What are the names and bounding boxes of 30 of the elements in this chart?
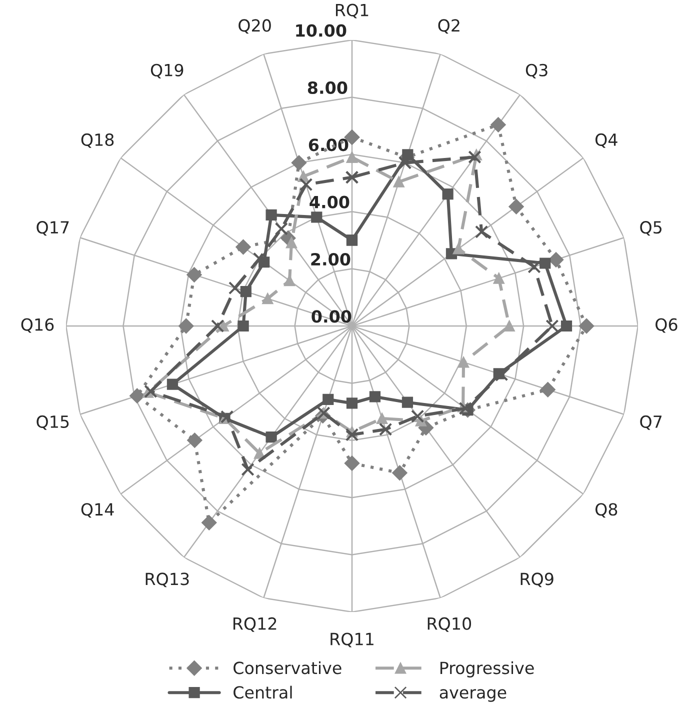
legend-label: Progressive [440,661,534,678]
spoke-label: Q20 [238,19,271,34]
spoke-label: Q16 [21,318,54,333]
y-tick-label: 4.00 [310,196,350,208]
legend-label: Conservative [234,661,342,674]
y-tick-label: 8.00 [308,81,348,94]
spoke-label: Q5 [640,221,662,236]
legend-label: Central [234,686,292,699]
spoke-label: RQ1 [336,4,368,18]
spoke-label: RQ12 [234,617,276,632]
spoke-label: Q8 [595,503,618,518]
spoke-label: Q3 [526,64,548,78]
spoke-label: Q14 [81,503,114,518]
y-tick-label: 2.00 [311,252,350,266]
spoke-label: Q15 [36,415,69,430]
spoke-label: RQ10 [428,617,472,632]
spoke-label: Q18 [81,133,114,148]
spoke-label: Q17 [36,221,69,236]
y-tick-label: 10.00 [296,24,346,37]
spoke-label: Q2 [438,19,460,34]
spoke-label: Q4 [595,133,618,148]
spoke-label: Q7 [640,415,662,430]
legend-label: average [440,689,506,702]
y-tick-label: 0.00 [312,310,352,323]
spoke-label: Q6 [656,318,678,333]
y-tick-label: 6.00 [308,138,348,152]
spoke-label: RQ11 [330,632,374,648]
spoke-label: RQ9 [520,572,554,588]
spoke-label: Q19 [150,64,184,78]
spoke-label: RQ13 [146,572,189,588]
